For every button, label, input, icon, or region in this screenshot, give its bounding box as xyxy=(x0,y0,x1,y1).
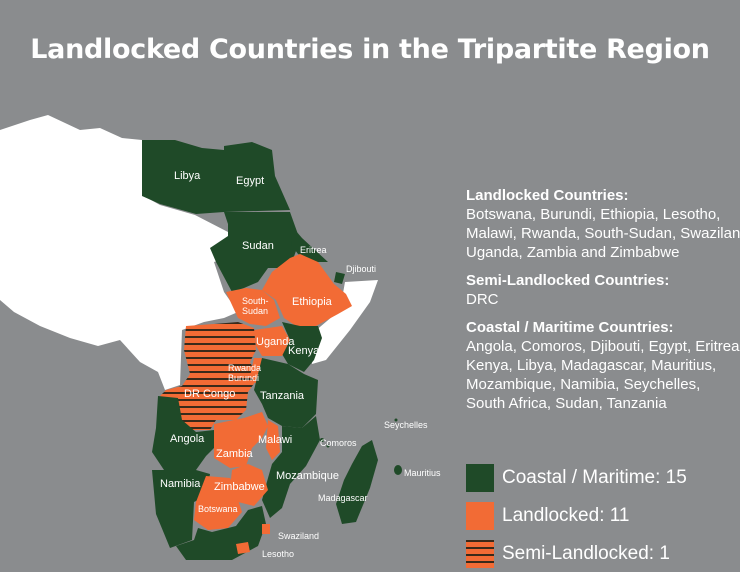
label-angola: Angola xyxy=(170,433,205,445)
mauritius-shape xyxy=(394,465,402,475)
coastal-line-2: Kenya, Libya, Madagascar, Mauritius, xyxy=(466,357,717,374)
legend-semi: Semi-Landlocked: 1 xyxy=(466,540,740,572)
legend-landlocked: Landlocked: 11 xyxy=(466,502,740,534)
map-title: Landlocked Countries in the Tripartite R… xyxy=(30,34,710,65)
legend-swatch-coastal xyxy=(466,464,494,492)
angola-shape xyxy=(152,396,214,470)
label-sudan: Sudan xyxy=(242,240,274,252)
libya-shape xyxy=(142,140,224,214)
label-botswana: Botswana xyxy=(198,504,238,514)
swaziland-shape xyxy=(262,524,270,534)
label-mozambique: Mozambique xyxy=(276,470,339,482)
label-eritrea: Eritrea xyxy=(300,245,327,255)
semi-line-1: DRC xyxy=(466,291,499,308)
semi-heading: Semi-Landlocked Countries: xyxy=(466,272,670,289)
label-madagascar: Madagascar xyxy=(318,493,368,503)
comoros-shape xyxy=(320,438,324,442)
label-dr-congo: DR Congo xyxy=(184,388,236,400)
label-rwanda-burundi: Rwanda Burundi xyxy=(228,363,262,383)
label-zambia: Zambia xyxy=(216,448,253,460)
drc-shape xyxy=(160,322,258,430)
label-malawi: Malawi xyxy=(258,434,293,446)
madagascar-shape xyxy=(336,440,378,524)
legend-coastal: Coastal / Maritime: 15 xyxy=(466,464,740,496)
south-sudan-shape xyxy=(226,288,280,326)
somalia-shape xyxy=(312,280,378,364)
comoros-shape-2 xyxy=(326,444,330,448)
malawi-shape xyxy=(266,420,280,460)
ethiopia-shape xyxy=(262,254,352,326)
label-kenya: Kenya xyxy=(288,345,320,357)
kenya-shape xyxy=(282,322,322,372)
tanzania-shape xyxy=(254,358,318,428)
legend-label-semi: Semi-Landlocked: 1 xyxy=(502,543,670,564)
info-panel: Landlocked Countries: Botswana, Burundi,… xyxy=(466,186,740,413)
botswana-shape xyxy=(194,476,242,530)
label-lesotho: Lesotho xyxy=(262,549,295,559)
seychelles-shape xyxy=(394,418,398,422)
label-zimbabwe: Zimbabwe xyxy=(214,481,265,493)
legend-label-coastal: Coastal / Maritime: 15 xyxy=(502,467,687,488)
mozambique-shape xyxy=(262,416,320,518)
lesotho-shape xyxy=(236,542,250,554)
label-libya: Libya xyxy=(174,170,201,182)
label-namibia: Namibia xyxy=(160,478,201,490)
landlocked-heading: Landlocked Countries: xyxy=(466,187,629,204)
zimbabwe-shape xyxy=(230,464,268,506)
coastal-line-4: South Africa, Sudan, Tanzania xyxy=(466,395,667,412)
label-swaziland: Swaziland xyxy=(278,531,320,541)
label-egypt: Egypt xyxy=(236,175,265,187)
zambia-shape xyxy=(214,412,268,468)
landlocked-line-2: Malawi, Rwanda, South-Sudan, Swaziland, xyxy=(466,225,740,242)
legend-swatch-semi xyxy=(466,540,494,568)
label-tanzania: Tanzania xyxy=(260,390,305,402)
africa-map xyxy=(0,115,402,560)
label-comoros: Comoros xyxy=(320,438,357,448)
label-djibouti: Djibouti xyxy=(346,264,377,274)
landlocked-line-1: Botswana, Burundi, Ethiopia, Lesotho, xyxy=(466,206,721,223)
coastal-heading: Coastal / Maritime Countries: xyxy=(466,319,674,336)
sudan-shape xyxy=(210,212,300,292)
landlocked-line-3: Uganda, Zambia and Zimbabwe xyxy=(466,244,680,261)
label-mauritius: Mauritius xyxy=(404,468,441,478)
legend-swatch-landlocked xyxy=(466,502,494,530)
namibia-shape xyxy=(152,470,210,548)
eritrea-shape xyxy=(290,224,328,262)
uganda-shape xyxy=(254,326,290,356)
djibouti-shape xyxy=(334,272,345,284)
label-ethiopia: Ethiopia xyxy=(292,296,332,308)
egypt-shape xyxy=(224,142,290,212)
legend-label-landlocked: Landlocked: 11 xyxy=(502,505,630,526)
label-uganda: Uganda xyxy=(256,336,295,348)
coastal-line-1: Angola, Comoros, Djibouti, Egypt, Eritre… xyxy=(466,338,740,355)
coastal-line-3: Mozambique, Namibia, Seychelles, xyxy=(466,376,701,393)
label-seychelles: Seychelles xyxy=(384,420,428,430)
label-south-sudan: South- Sudan xyxy=(242,296,269,316)
non-member-region xyxy=(0,115,238,390)
